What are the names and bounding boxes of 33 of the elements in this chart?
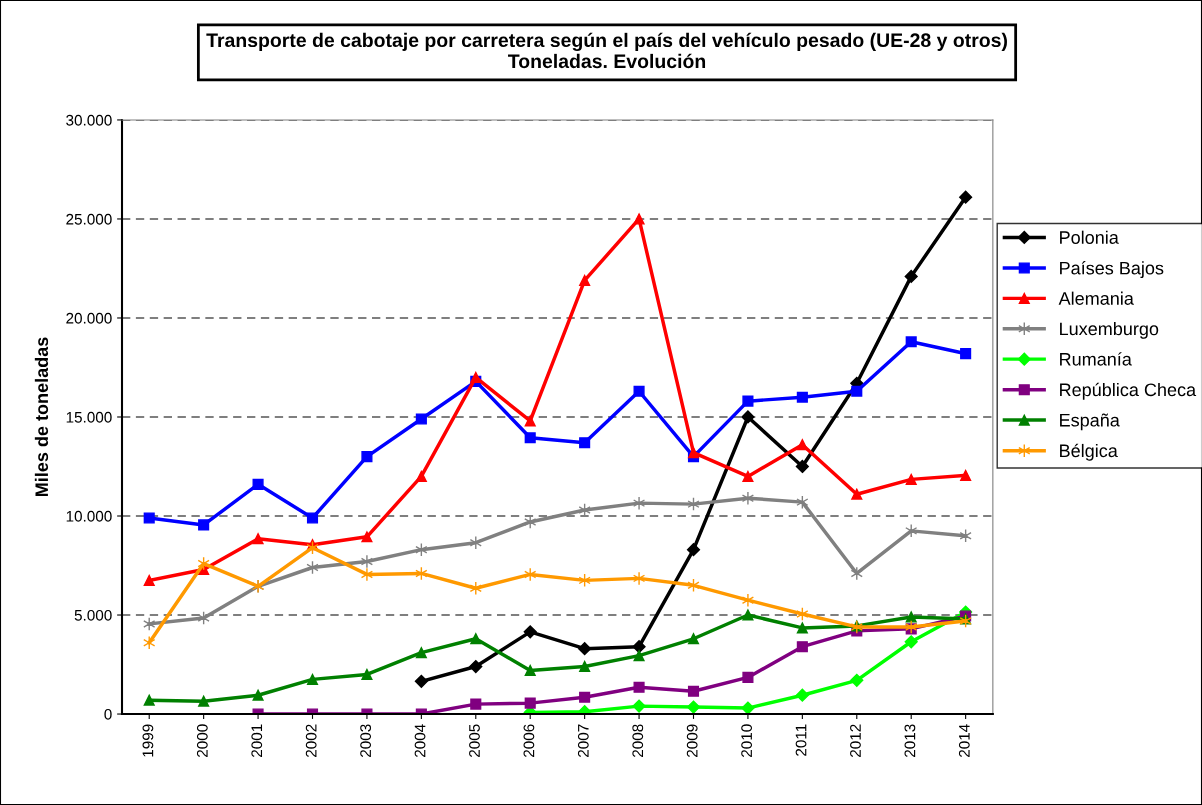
- y-tick-label: 25.000: [66, 213, 112, 225]
- legend-label: Polonia: [1060, 230, 1119, 244]
- x-tick-label: 2005: [469, 724, 480, 757]
- y-axis-title: Miles de toneladas: [34, 337, 49, 497]
- x-tick-label: 1999: [142, 724, 154, 757]
- y-tick-label: 5.000: [74, 609, 112, 621]
- x-tick-label: 2003: [360, 724, 372, 757]
- legend-label: Luxemburgo: [1060, 321, 1159, 339]
- legend-label: Bélgica: [1060, 443, 1118, 461]
- x-tick-label: 2006: [523, 724, 535, 757]
- legend-label: República Checa: [1060, 382, 1197, 400]
- y-tick-label: 0: [104, 708, 112, 720]
- y-tick-label: 15.000: [66, 411, 112, 423]
- x-tick-label: 2000: [196, 724, 208, 757]
- legend-label: Rumanía: [1060, 352, 1132, 366]
- chart-title: Transporte de cabotaje por carretera según el país del vehículo pesado (UE-28 y otros) Toneladas. Evolución: [206, 32, 1007, 69]
- legend-label: España: [1060, 413, 1120, 431]
- legend-label: Alemania: [1058, 291, 1134, 305]
- y-tick-label: 30.000: [66, 114, 112, 126]
- x-tick-label: 2002: [305, 724, 317, 757]
- y-tick-label: 20.000: [66, 312, 112, 324]
- x-tick-label: 2011: [795, 724, 807, 756]
- x-tick-label: 2007: [577, 724, 589, 757]
- x-tick-label: 2014: [958, 724, 970, 757]
- x-tick-label: 2012: [850, 724, 861, 757]
- x-tick-label: 2009: [686, 724, 698, 757]
- x-tick-label: 2004: [414, 724, 426, 757]
- x-tick-label: 2010: [741, 724, 753, 757]
- legend-label: Países Bajos: [1060, 261, 1164, 279]
- x-tick-label: 2013: [904, 724, 916, 757]
- y-tick-label: 10.000: [66, 510, 112, 522]
- x-tick-label: 2008: [632, 724, 644, 757]
- x-tick-label: 2001: [251, 724, 263, 757]
